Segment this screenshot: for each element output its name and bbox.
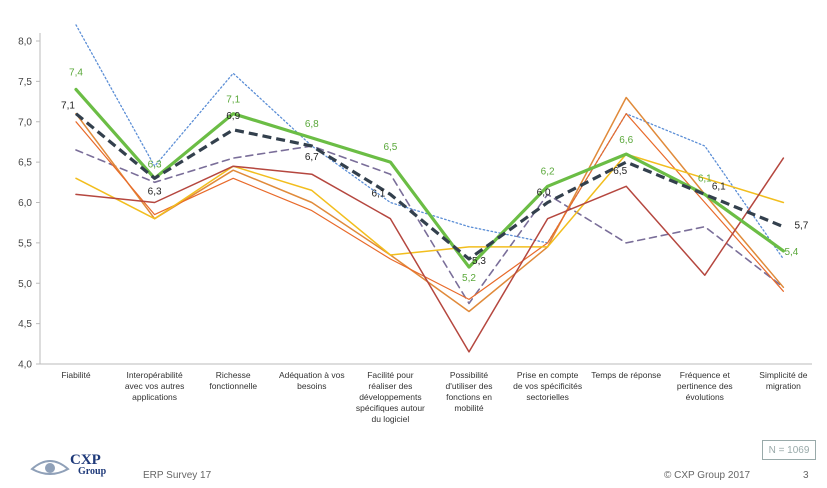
x-category-label: Adéquation à vos besoins	[279, 370, 345, 391]
line-chart: 4,0 4,5 5,0 5,5 6,0 6,5 7,0 7,5 8,0 Fiabilité Int…	[18, 24, 812, 424]
data-label: 5,2	[462, 273, 476, 284]
x-category-label: Possibilité d'utiliser des fonctions en mob…	[446, 370, 493, 413]
series-line-2	[75, 145, 785, 305]
logo-main-text: CXP	[70, 452, 101, 468]
y-tick-label: 7,0	[18, 117, 32, 128]
data-label: 6,5	[383, 142, 397, 153]
data-label: 6,3	[148, 159, 162, 170]
data-label: 6,3	[148, 186, 162, 197]
x-category-label: Fréquence et pertinence des évolutions	[677, 370, 733, 402]
series-line-3	[75, 96, 785, 313]
data-label: 5,7	[794, 221, 808, 232]
x-category-label: Prise en compte de vos spécificités sector…	[513, 370, 582, 402]
eye-logo-icon	[30, 460, 70, 475]
series-lines	[74, 24, 785, 353]
data-label: 6,2	[541, 166, 555, 177]
copyright: © CXP Group 2017	[664, 470, 751, 481]
series-line-8	[74, 112, 785, 261]
series-line-1	[75, 24, 785, 260]
y-tick-label: 6,0	[18, 198, 32, 209]
data-label: 6,1	[371, 188, 385, 199]
data-label: 6,8	[305, 119, 319, 130]
series-line-5	[75, 153, 785, 256]
data-label: 6,5	[613, 166, 627, 177]
x-category-label: Facilité pour réaliser des développements s…	[356, 370, 425, 424]
series-line-4	[75, 113, 784, 300]
y-tick-label: 7,5	[18, 77, 32, 88]
data-label: 5,4	[784, 247, 798, 258]
data-label: 6,1	[712, 181, 726, 192]
data-label: 6,6	[619, 135, 633, 146]
data-label: 7,4	[69, 67, 83, 78]
x-category-label: Richesse fonctionnelle	[209, 370, 257, 391]
x-category-label: Fiabilité	[61, 370, 91, 380]
data-label: 7,1	[61, 101, 75, 112]
series-line-7	[74, 87, 785, 269]
series-line-6	[75, 157, 785, 353]
data-label: 5,3	[472, 256, 486, 267]
y-axis: 4,0 4,5 5,0 5,5 6,0 6,5 7,0 7,5 8,0	[18, 33, 41, 371]
x-category-label: Interopérabilité avec vos autres applicati…	[125, 370, 185, 402]
y-tick-label: 8,0	[18, 37, 32, 48]
sample-size-badge: N = 1069	[762, 440, 816, 460]
x-category-label: Simplicité de migration	[759, 370, 807, 391]
cxp-logo: CXP Group	[30, 453, 120, 485]
data-label: 7,1	[226, 95, 240, 106]
data-label: 6,7	[305, 152, 319, 163]
y-tick-label: 5,0	[18, 279, 32, 290]
y-tick-label: 5,5	[18, 238, 32, 249]
page-number: 3	[803, 470, 809, 481]
survey-title: ERP Survey 17	[143, 470, 212, 481]
x-axis: Fiabilité Interopérabilité avec vos autres…	[40, 363, 812, 424]
y-tick-label: 4,0	[18, 360, 32, 371]
data-label: 6,1	[698, 173, 712, 184]
y-tick-label: 6,5	[18, 158, 32, 169]
x-category-label: Temps de réponse	[591, 370, 661, 380]
data-label: 6,9	[226, 111, 240, 122]
data-labels: 7,4 6,3 7,1 6,8 6,5 5,2 6,2 6,6 6,1 5,4 7,1 6,3 6,9 6…	[61, 67, 809, 284]
data-label: 6,0	[537, 188, 551, 199]
y-tick-label: 4,5	[18, 319, 32, 330]
logo-sub-text: Group	[78, 466, 107, 477]
